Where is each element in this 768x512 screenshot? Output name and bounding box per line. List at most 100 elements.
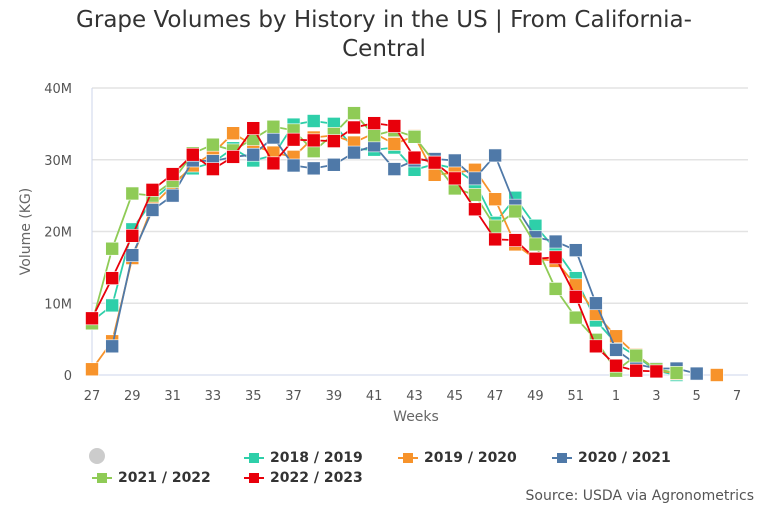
legend-marker-icon bbox=[398, 453, 418, 463]
data-point bbox=[468, 188, 482, 202]
data-point bbox=[327, 157, 341, 172]
data-point bbox=[206, 137, 220, 152]
data-point bbox=[105, 271, 119, 285]
data-point bbox=[105, 241, 119, 256]
legend-label: 2018 / 2019 bbox=[270, 450, 363, 466]
y-tick-label: 30M bbox=[44, 154, 72, 169]
x-tick-label: 47 bbox=[487, 389, 504, 404]
data-point bbox=[407, 150, 422, 165]
data-point bbox=[387, 119, 402, 133]
x-tick-label: 43 bbox=[406, 389, 423, 404]
x-tick-label: 45 bbox=[447, 389, 464, 404]
x-tick-label: 3 bbox=[652, 389, 660, 404]
x-tick-label: 49 bbox=[527, 389, 544, 404]
x-tick-label: 1 bbox=[612, 389, 620, 404]
data-point bbox=[125, 186, 140, 201]
data-point bbox=[226, 150, 240, 164]
data-point bbox=[548, 234, 563, 249]
legend-label: 2022 / 2023 bbox=[270, 470, 363, 486]
data-point bbox=[568, 243, 583, 257]
x-tick-label: 33 bbox=[205, 389, 222, 404]
x-tick-label: 41 bbox=[366, 389, 383, 404]
data-point bbox=[286, 158, 301, 173]
x-tick-label: 27 bbox=[84, 389, 101, 404]
y-axis-title: Volume (KG) bbox=[18, 188, 34, 275]
chart-title: Grape Volumes by History in the US | Fro… bbox=[0, 6, 768, 64]
data-point bbox=[246, 121, 261, 135]
data-point bbox=[407, 129, 422, 144]
data-point bbox=[427, 155, 442, 170]
x-tick-label: 39 bbox=[326, 389, 343, 404]
data-point bbox=[286, 132, 301, 147]
chart-title-line-1: Grape Volumes by History in the US | Fro… bbox=[76, 7, 692, 33]
legend-label: 2020 / 2021 bbox=[578, 450, 671, 466]
data-point bbox=[488, 232, 502, 247]
legend-marker-icon bbox=[244, 473, 264, 483]
data-point bbox=[347, 106, 361, 120]
x-tick-label: 7 bbox=[733, 389, 741, 404]
data-point bbox=[629, 348, 644, 363]
data-point bbox=[689, 366, 704, 381]
data-point bbox=[609, 343, 623, 357]
legend-item-2020-2021[interactable]: 2020 / 2021 bbox=[552, 450, 671, 466]
legend-marker-icon bbox=[92, 473, 112, 483]
legend-item-2019-2020[interactable]: 2019 / 2020 bbox=[398, 450, 517, 466]
legend-item-2021-2022[interactable]: 2021 / 2022 bbox=[92, 470, 211, 486]
data-point bbox=[327, 134, 341, 148]
x-tick-label: 5 bbox=[693, 389, 701, 404]
data-point bbox=[266, 119, 281, 134]
x-tick-label: 51 bbox=[567, 389, 584, 404]
data-point bbox=[306, 114, 321, 128]
data-point bbox=[266, 156, 281, 171]
data-point bbox=[548, 282, 563, 296]
legend-toggle-all[interactable] bbox=[88, 447, 112, 465]
data-point bbox=[105, 339, 119, 354]
series-line bbox=[92, 133, 717, 375]
data-point bbox=[488, 148, 502, 163]
y-tick-label: 40M bbox=[44, 82, 72, 97]
data-point bbox=[568, 278, 583, 293]
y-tick-label: 10M bbox=[44, 297, 72, 312]
data-point bbox=[105, 298, 119, 313]
data-point bbox=[669, 366, 684, 380]
data-point bbox=[548, 250, 563, 265]
x-tick-label: 31 bbox=[164, 389, 181, 404]
legend-marker-icon bbox=[552, 453, 572, 463]
data-point bbox=[185, 147, 200, 162]
data-point bbox=[508, 233, 523, 247]
data-point bbox=[206, 162, 220, 176]
data-point bbox=[448, 171, 462, 186]
data-point bbox=[528, 237, 543, 252]
legend-marker-icon bbox=[244, 453, 264, 463]
legend-item-2018-2019[interactable]: 2018 / 2019 bbox=[244, 450, 363, 466]
data-point bbox=[367, 116, 381, 130]
data-point bbox=[226, 126, 240, 141]
data-point bbox=[347, 120, 361, 135]
data-point bbox=[306, 133, 321, 148]
data-point bbox=[165, 188, 180, 203]
data-point bbox=[85, 311, 99, 326]
data-point bbox=[589, 296, 603, 311]
data-point bbox=[508, 204, 523, 219]
data-point bbox=[468, 202, 482, 217]
data-point bbox=[165, 167, 180, 181]
x-axis-title: Weeks bbox=[393, 409, 439, 425]
legend-label: 2021 / 2022 bbox=[118, 470, 211, 486]
source-credit: Source: USDA via Agronometrics bbox=[525, 488, 754, 504]
data-point bbox=[568, 310, 583, 325]
y-tick-label: 0 bbox=[64, 369, 72, 384]
data-point bbox=[246, 147, 261, 162]
x-tick-label: 29 bbox=[124, 389, 141, 404]
data-point bbox=[145, 203, 160, 217]
chart-title-line-2: Central bbox=[342, 36, 426, 62]
data-point bbox=[488, 192, 502, 207]
data-point bbox=[367, 128, 381, 143]
data-point bbox=[589, 339, 603, 354]
legend-item-2022-2023[interactable]: 2022 / 2023 bbox=[244, 470, 363, 486]
legend-label: 2019 / 2020 bbox=[424, 450, 517, 466]
circle-icon bbox=[89, 448, 105, 464]
x-tick-label: 35 bbox=[245, 389, 262, 404]
data-point bbox=[306, 161, 321, 176]
y-tick-label: 20M bbox=[44, 226, 72, 241]
